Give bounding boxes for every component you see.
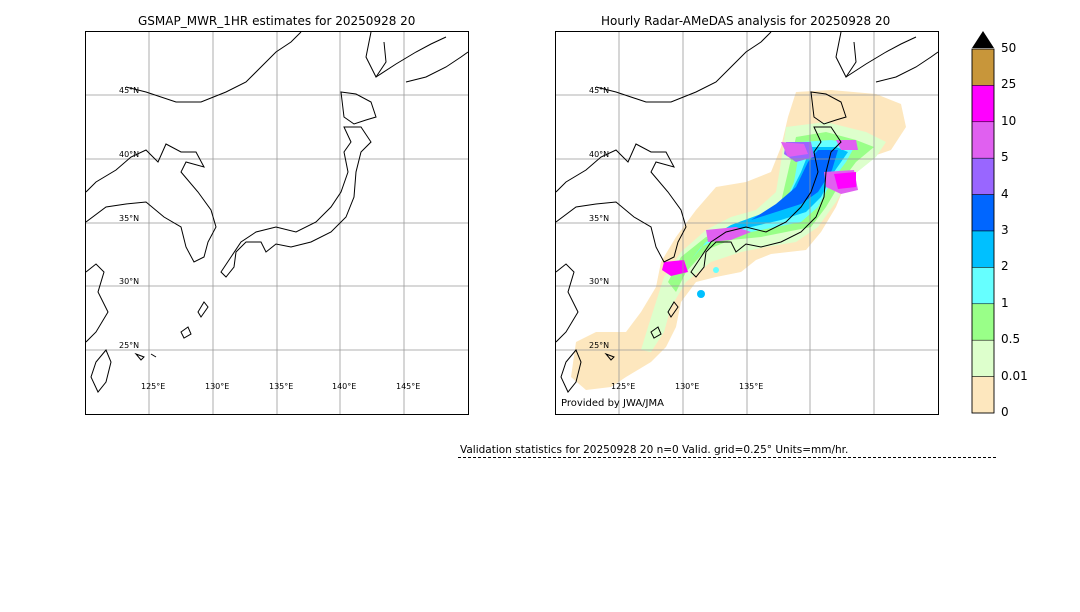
right-lon-labels: 125°E 130°E 135°E [611, 382, 763, 391]
precip-spot-1 [697, 290, 705, 298]
left-map-title: GSMAP_MWR_1HR estimates for 20250928 20 [138, 14, 416, 28]
colorbar-cell [971, 121, 995, 159]
colorbar-label: 2 [1001, 259, 1009, 274]
colorbar-label: 3 [1001, 223, 1009, 237]
precip-4 [751, 150, 838, 220]
left-lon-label-145: 145°E [396, 382, 420, 391]
colorbar-label: 1 [1001, 295, 1009, 310]
left-lon-labels: 125°E 130°E 135°E 140°E 145°E [141, 382, 420, 391]
colorbar-cell [971, 48, 995, 86]
right-map-panel: 45°N 40°N 35°N 30°N 25°N 125°E 130°E 135… [555, 31, 939, 415]
data-credit: Provided by JWA/JMA [561, 398, 664, 409]
colorbar-cell [971, 194, 995, 232]
validation-stats: Validation statistics for 20250928 20 n=… [460, 444, 849, 456]
right-lon-label-125: 125°E [611, 382, 635, 391]
precip-spot-2 [713, 267, 719, 273]
colorbar-cell [971, 376, 995, 414]
colorbar-label: 25 [1001, 77, 1017, 92]
left-map-panel: 45°N 40°N 35°N 30°N 25°N 125°E 130°E 135… [85, 31, 469, 415]
left-lat-label-45: 45°N [119, 86, 139, 95]
precip-25-a [834, 172, 856, 189]
right-lat-labels: 45°N 40°N 35°N 30°N 25°N [589, 86, 609, 350]
right-lon-label-130: 130°E [675, 382, 699, 391]
right-lon-label-135: 135°E [739, 382, 763, 391]
colorbar-extend-arrow [972, 31, 994, 48]
precip-25-b [662, 260, 688, 276]
right-gridlines [556, 32, 938, 414]
stats-underline [458, 457, 996, 458]
colorbar-cell [971, 230, 995, 268]
left-lon-label-135: 135°E [269, 382, 293, 391]
colorbar-label: 0.5 [1001, 332, 1021, 347]
right-lat-label-25: 25°N [589, 341, 609, 350]
colorbar-label: 5 [1001, 150, 1009, 165]
right-coastlines [556, 32, 938, 393]
colorbar-cells [971, 48, 995, 414]
colorbar-cell [971, 157, 995, 195]
colorbar-cell [971, 85, 995, 123]
colorbar-cell [971, 267, 995, 305]
left-lat-label-35: 35°N [119, 214, 139, 223]
colorbar-label: 4 [1001, 186, 1009, 201]
left-lat-label-40: 40°N [119, 150, 139, 159]
left-lat-labels: 45°N 40°N 35°N 30°N 25°N [119, 86, 139, 350]
left-lat-label-30: 30°N [119, 277, 139, 286]
colorbar-cell [971, 339, 995, 377]
colorbar-label: 10 [1001, 113, 1017, 128]
right-lat-label-45: 45°N [589, 86, 609, 95]
colorbar-label: 0 [1001, 405, 1009, 419]
left-lon-label-140: 140°E [332, 382, 356, 391]
right-map-title: Hourly Radar-AMeDAS analysis for 2025092… [601, 14, 891, 28]
precip-10-c [781, 142, 808, 157]
precip-field [571, 90, 906, 390]
colorbar-cell [971, 303, 995, 341]
colorbar [971, 30, 995, 414]
colorbar-label: 50 [1001, 41, 1017, 55]
precip-10-d [836, 140, 858, 150]
left-lon-label-130: 130°E [205, 382, 229, 391]
left-lon-label-125: 125°E [141, 382, 165, 391]
colorbar-label: 0.01 [1001, 368, 1028, 383]
left-lat-label-25: 25°N [119, 341, 139, 350]
left-coastlines [86, 32, 468, 393]
right-lat-label-30: 30°N [589, 277, 609, 286]
right-lat-label-40: 40°N [589, 150, 609, 159]
right-lat-label-35: 35°N [589, 214, 609, 223]
